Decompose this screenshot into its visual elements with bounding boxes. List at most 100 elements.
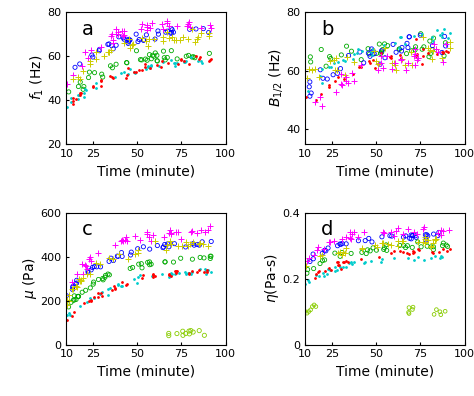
Point (158, 271, 165, 278)
Point (320, 246, 328, 252)
Point (197, 25, 204, 31)
Point (333, 259, 341, 265)
Point (444, 35, 451, 41)
Point (432, 236, 439, 243)
Point (375, 254, 383, 261)
Point (397, 52, 404, 58)
Point (418, 61, 426, 67)
Point (124, 71, 132, 77)
Point (162, 247, 170, 253)
Point (134, 247, 142, 253)
Point (424, 45, 432, 51)
Point (196, 56, 203, 63)
Point (407, 49, 415, 55)
Point (154, 242, 161, 249)
Point (124, 238, 131, 244)
Point (68, 286, 76, 292)
Point (68, 313, 75, 319)
Point (64, 104, 71, 110)
Point (335, 261, 343, 268)
Point (409, 244, 416, 251)
Point (337, 241, 345, 248)
Point (65, 298, 73, 305)
Point (123, 72, 131, 78)
Point (429, 38, 437, 44)
Point (114, 253, 121, 259)
Point (142, 56, 149, 62)
Point (394, 243, 401, 249)
Point (115, 34, 123, 40)
Point (76, 92, 83, 98)
Point (357, 256, 365, 263)
Point (444, 243, 451, 249)
Point (143, 22, 150, 29)
Point (74, 95, 82, 102)
Point (446, 227, 453, 233)
Point (137, 26, 145, 32)
Point (338, 236, 346, 242)
Point (306, 79, 314, 85)
Point (361, 238, 369, 244)
Point (167, 48, 175, 54)
Point (149, 20, 156, 26)
Point (334, 242, 341, 249)
Point (433, 51, 440, 57)
Point (172, 36, 180, 43)
Point (64, 312, 71, 318)
Point (196, 254, 204, 261)
Point (84, 268, 92, 274)
Point (86, 69, 93, 75)
Point (325, 84, 333, 91)
Point (138, 265, 146, 271)
Point (72, 280, 80, 287)
Point (304, 88, 311, 94)
Point (380, 42, 387, 48)
Point (417, 30, 425, 37)
Point (160, 59, 167, 65)
Point (73, 282, 80, 289)
Point (326, 267, 334, 273)
Point (302, 94, 310, 100)
Point (419, 225, 427, 232)
Point (332, 88, 339, 95)
Point (130, 69, 138, 75)
Point (191, 242, 198, 248)
Point (65, 304, 73, 310)
Point (74, 92, 82, 99)
Point (180, 58, 187, 64)
Point (167, 241, 174, 247)
Point (161, 259, 169, 265)
Point (440, 26, 447, 32)
Point (69, 284, 77, 291)
Point (165, 272, 173, 279)
Point (302, 263, 310, 269)
Point (114, 282, 122, 289)
Point (182, 270, 190, 277)
Point (439, 242, 447, 249)
Point (204, 267, 212, 273)
Point (78, 63, 85, 69)
Point (437, 312, 445, 318)
Point (330, 60, 337, 67)
Point (186, 331, 193, 337)
Point (85, 74, 92, 81)
Point (373, 244, 381, 250)
Point (369, 57, 377, 63)
Point (105, 41, 113, 47)
Point (325, 266, 332, 272)
Point (120, 32, 128, 38)
Point (345, 52, 352, 59)
Point (428, 242, 435, 249)
Point (392, 62, 399, 68)
Point (71, 309, 78, 315)
Point (401, 62, 408, 69)
Point (106, 272, 113, 278)
Point (128, 249, 135, 255)
Point (315, 244, 322, 250)
Point (321, 257, 328, 263)
Point (93, 49, 100, 55)
Point (365, 51, 373, 57)
Point (70, 297, 77, 303)
Point (364, 247, 371, 253)
Point (173, 56, 181, 62)
